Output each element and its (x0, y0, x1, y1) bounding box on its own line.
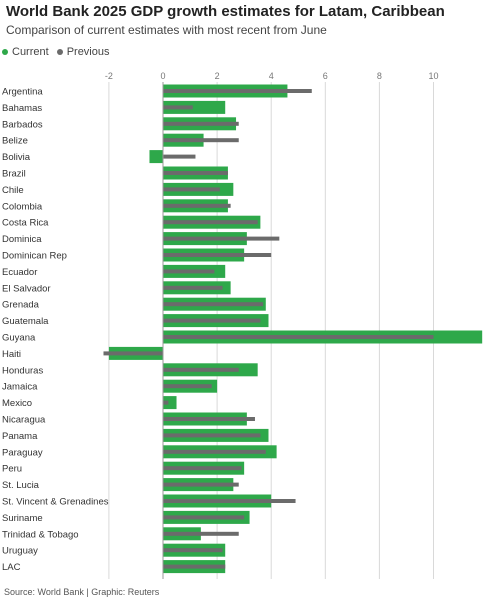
category-label: Guyana (2, 333, 36, 344)
bar-previous (163, 384, 212, 389)
bar-previous (163, 171, 228, 175)
category-label: Argentina (2, 87, 43, 98)
x-tick-label: 0 (160, 71, 165, 81)
bar-previous (163, 220, 258, 225)
category-label: Suriname (2, 513, 43, 524)
bar-previous (163, 466, 242, 471)
bar-previous (163, 138, 239, 143)
bar-previous (163, 449, 266, 454)
bar-previous (163, 302, 264, 307)
bar-previous (163, 531, 239, 536)
x-tick-label: 10 (428, 71, 438, 81)
bar-previous (163, 515, 245, 520)
bar-previous (163, 564, 226, 569)
bar-previous (163, 253, 272, 257)
category-label: Panama (2, 431, 38, 442)
bar-previous (163, 482, 239, 487)
x-tick-label: 8 (377, 71, 382, 81)
category-label: Belize (2, 136, 28, 147)
bar-previous (163, 236, 280, 241)
category-label: Ecuador (2, 267, 37, 278)
bar-previous (163, 154, 196, 159)
category-label: Haiti (2, 349, 21, 360)
category-label: Dominican Rep (2, 251, 67, 262)
legend-dot-previous (56, 49, 63, 55)
legend-label-current: Current (12, 46, 49, 58)
bar-previous (163, 318, 261, 323)
category-label: Bolivia (2, 152, 31, 163)
bar-previous (163, 548, 223, 553)
bar-previous (163, 285, 223, 290)
category-label: Costa Rica (2, 218, 49, 229)
bar-previous (163, 203, 231, 208)
bar-current (163, 100, 226, 114)
category-label: Trinidad & Tobago (2, 529, 79, 540)
source-note: Source: World Bank | Graphic: Reuters (4, 587, 160, 597)
category-label: Colombia (2, 201, 43, 212)
bar-current (163, 396, 177, 410)
category-label: Nicaragua (2, 415, 46, 426)
legend: Current Previous (2, 46, 117, 58)
category-label: St. Vincent & Grenadines (2, 497, 109, 508)
category-label: Brazil (2, 169, 26, 180)
category-label: Dominica (2, 234, 42, 245)
chart-title: World Bank 2025 GDP growth estimates for… (6, 3, 445, 20)
category-label: Guatemala (2, 316, 49, 327)
category-label: Peru (2, 464, 22, 475)
category-label: Barbados (2, 119, 43, 130)
x-tick-label: 6 (323, 71, 328, 81)
bar-previous (163, 417, 255, 421)
category-label: El Salvador (2, 283, 51, 294)
category-label: Grenada (2, 300, 40, 311)
bar-previous (103, 351, 163, 356)
bar-current (149, 150, 163, 164)
category-label: Jamaica (2, 382, 38, 393)
x-tick-label: -2 (105, 71, 113, 81)
category-label: Bahamas (2, 103, 42, 114)
bar-previous (163, 105, 193, 110)
bar-previous (163, 269, 215, 274)
bar-previous (163, 121, 239, 126)
category-label: Chile (2, 185, 24, 196)
category-label: Uruguay (2, 546, 38, 557)
x-tick-label: 4 (269, 71, 274, 81)
bar-previous (163, 433, 261, 438)
category-label: LAC (2, 562, 21, 573)
legend-item-previous: Previous (56, 46, 110, 58)
category-label: St. Lucia (2, 480, 40, 491)
legend-item-current: Current (2, 46, 49, 58)
bar-previous (163, 335, 434, 339)
bar-previous (163, 499, 296, 503)
bar-previous (163, 400, 169, 405)
bar-previous (163, 187, 220, 192)
category-label: Mexico (2, 398, 32, 409)
bar-previous (163, 367, 239, 372)
category-label: Paraguay (2, 447, 43, 458)
bar-previous (163, 89, 312, 93)
x-tick-label: 2 (215, 71, 220, 81)
legend-label-previous: Previous (66, 46, 110, 58)
chart-subtitle: Comparison of current estimates with mos… (6, 23, 327, 37)
legend-dot-current (2, 49, 8, 55)
category-label: Honduras (2, 365, 43, 376)
